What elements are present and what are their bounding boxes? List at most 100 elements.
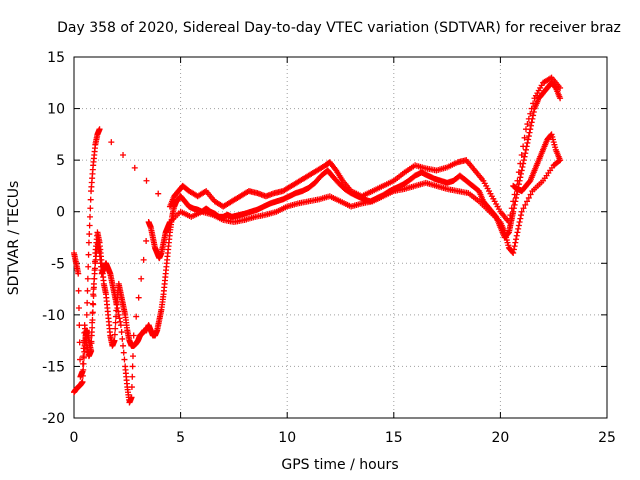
data-point [522, 146, 529, 153]
data-point [91, 270, 98, 277]
data-point [113, 301, 120, 308]
data-point [522, 150, 529, 157]
data-point [518, 151, 525, 158]
data-point [513, 236, 520, 243]
data-point [143, 237, 150, 244]
data-point [85, 263, 92, 270]
grid [74, 57, 607, 418]
data-point [557, 95, 564, 102]
y-tick-label: -20 [42, 411, 65, 427]
data-point [87, 196, 94, 203]
data-point [79, 360, 86, 367]
data-point [525, 133, 532, 140]
data-point [510, 249, 517, 256]
data-point [89, 300, 96, 307]
data-point [88, 329, 95, 336]
data-point [84, 299, 91, 306]
data-point [517, 215, 524, 222]
x-axis-label: GPS time / hours [281, 457, 398, 473]
data-point [557, 157, 564, 164]
data-point [79, 368, 86, 375]
plot-border [73, 56, 608, 419]
data-point [76, 322, 83, 329]
data-point [518, 208, 525, 215]
data-point [515, 222, 522, 229]
data-point [525, 136, 532, 143]
data-point [514, 229, 521, 236]
data-point [88, 338, 95, 345]
data-point [133, 313, 140, 320]
data-point [115, 311, 122, 318]
data-point [84, 275, 91, 282]
data-point [83, 311, 90, 318]
data-point [111, 337, 118, 344]
plot-frame [73, 56, 608, 419]
data-point [84, 287, 91, 294]
y-tick-label: -15 [42, 359, 65, 375]
data-point [524, 121, 531, 128]
data-point [155, 190, 162, 197]
series-upper-track [83, 74, 564, 318]
data-point [86, 213, 93, 220]
data-point [143, 177, 150, 184]
data-point [520, 205, 527, 212]
data-point [75, 270, 82, 277]
y-tick-label: -5 [51, 256, 65, 272]
data-point [530, 109, 537, 116]
data-point [90, 286, 97, 293]
data-point [130, 342, 137, 349]
data-point [75, 287, 82, 294]
data-point [130, 332, 137, 339]
data-point [112, 325, 119, 332]
data-point [505, 219, 512, 226]
data-point [120, 342, 127, 349]
data-point [111, 331, 118, 338]
data-point [89, 310, 96, 317]
data-point [129, 353, 136, 360]
data-point [508, 205, 515, 212]
data-point [91, 265, 98, 272]
data-point [89, 319, 96, 326]
data-point [527, 110, 534, 117]
data-point [129, 363, 136, 370]
data-point [513, 194, 520, 201]
data-point [87, 205, 94, 212]
data-point [516, 219, 523, 226]
y-axis-label: SDTVAR / TECUs [6, 181, 22, 296]
data-point [108, 139, 115, 146]
data-point [120, 151, 127, 158]
data-point [510, 208, 517, 215]
data-point [525, 115, 532, 122]
data-point [75, 304, 82, 311]
data-point [86, 222, 93, 229]
data-point [515, 181, 522, 188]
data-point [140, 256, 147, 263]
data-point [91, 275, 98, 282]
data-point [131, 164, 138, 171]
data-point [129, 373, 136, 380]
data-point [530, 100, 537, 107]
data-point [510, 198, 517, 205]
data-point [80, 353, 87, 360]
y-tick-label: 15 [47, 50, 65, 66]
y-tick-label: 5 [56, 153, 65, 169]
data-point [117, 318, 124, 325]
data-point [528, 105, 535, 112]
y-tick-label: -10 [42, 308, 65, 324]
series-lower-track [71, 157, 564, 406]
data-point [524, 139, 531, 146]
data-point [77, 356, 84, 363]
data-point [511, 201, 518, 208]
data-point [138, 275, 145, 282]
data-point [90, 280, 97, 287]
tick-labels: 0 5 10 15 20 25 -20 -15 -10 -5 0 5 10 15 [42, 50, 616, 446]
data-point [79, 378, 86, 385]
data-point [515, 169, 522, 176]
series-main-track [71, 79, 564, 396]
data-point [88, 347, 95, 354]
data-point [120, 349, 127, 356]
data-point [522, 126, 529, 133]
data-point [515, 225, 522, 232]
data-point [128, 394, 135, 401]
